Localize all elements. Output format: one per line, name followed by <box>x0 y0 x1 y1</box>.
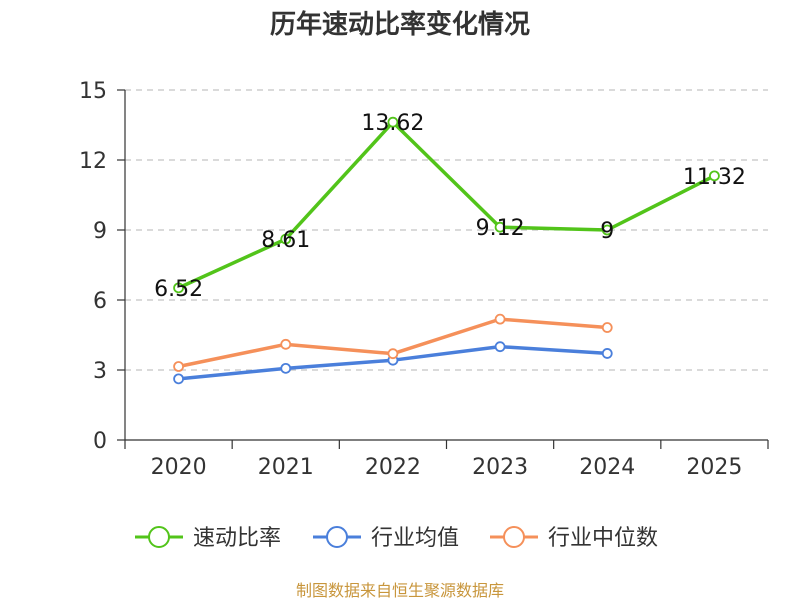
data-point[interactable] <box>280 362 292 374</box>
data-point[interactable] <box>494 341 506 353</box>
data-point[interactable] <box>387 348 399 360</box>
data-point[interactable] <box>280 338 292 350</box>
series-line-0 <box>176 120 717 290</box>
x-tick-label: 2023 <box>472 455 528 480</box>
x-tick-label: 2024 <box>579 455 635 480</box>
y-tick-label: 12 <box>79 149 107 174</box>
data-point[interactable] <box>387 116 399 128</box>
data-point[interactable] <box>601 322 613 333</box>
legend-label: 速动比率 <box>193 526 281 551</box>
chart-title: 历年速动比率变化情况 <box>270 9 530 40</box>
data-point[interactable] <box>173 373 184 385</box>
data-labels: 6.52 8.61 13.62 9.12 9 11.32 <box>154 111 746 302</box>
data-point[interactable] <box>601 348 613 359</box>
legend-marker <box>148 526 170 548</box>
y-tick-label: 3 <box>93 359 107 384</box>
x-tick-label: 2022 <box>365 455 421 480</box>
y-tick-label: 9 <box>93 219 107 244</box>
legend-label: 行业中位数 <box>548 526 658 551</box>
data-point[interactable] <box>173 282 184 294</box>
data-label: 6.52 <box>154 277 203 302</box>
data-point[interactable] <box>709 170 720 182</box>
data-point[interactable] <box>494 313 506 325</box>
data-label: 8.61 <box>261 228 310 253</box>
data-label: 9.12 <box>476 216 525 241</box>
data-label: 9 <box>600 219 614 244</box>
x-tick-label: 2020 <box>151 455 207 480</box>
series-lines <box>173 116 720 385</box>
legend[interactable]: 速动比率 行业均值 行业中位数 <box>135 526 658 551</box>
x-tick-label: 2025 <box>686 455 742 480</box>
data-label: 11.32 <box>683 165 746 190</box>
legend-marker <box>326 526 348 548</box>
data-point[interactable] <box>173 361 184 372</box>
legend-item-0[interactable]: 速动比率 <box>135 526 281 551</box>
legend-item-1[interactable]: 行业均值 <box>313 526 459 551</box>
source-note: 制图数据来自恒生聚源数据库 <box>296 581 504 600</box>
data-label: 13.62 <box>361 111 424 136</box>
y-tick-label: 15 <box>79 79 107 104</box>
legend-label: 行业均值 <box>371 526 459 551</box>
grid-lines <box>125 89 768 371</box>
data-point[interactable] <box>494 221 506 233</box>
x-tick-label: 2021 <box>258 455 314 480</box>
data-point[interactable] <box>601 224 613 236</box>
y-tick-label: 0 <box>93 429 107 454</box>
legend-item-2[interactable]: 行业中位数 <box>490 526 658 551</box>
axes: 0 3 6 9 12 15 2020 2021 2022 2023 2024 2025 <box>79 79 769 480</box>
legend-marker <box>503 526 525 548</box>
y-tick-label: 6 <box>93 289 107 314</box>
data-point[interactable] <box>280 233 292 245</box>
